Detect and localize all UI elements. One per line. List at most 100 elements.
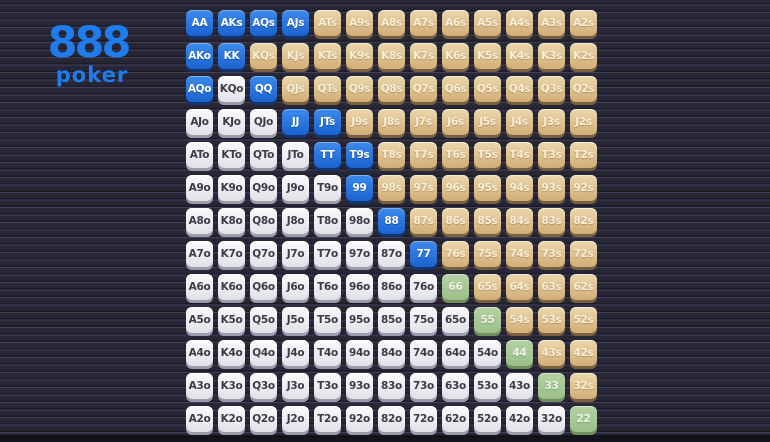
hand-cell-32o[interactable]: 32o [538, 406, 565, 432]
hand-cell-J6o[interactable]: J6o [282, 274, 309, 300]
hand-cell-J8o[interactable]: J8o [282, 208, 309, 234]
hand-cell-42o[interactable]: 42o [506, 406, 533, 432]
hand-cell-A5s[interactable]: A5s [474, 10, 501, 36]
hand-cell-K2o[interactable]: K2o [218, 406, 245, 432]
hand-cell-A7s[interactable]: A7s [410, 10, 437, 36]
hand-cell-K2s[interactable]: K2s [570, 43, 597, 69]
hand-cell-62s[interactable]: 62s [570, 274, 597, 300]
hand-cell-A6o[interactable]: A6o [186, 274, 213, 300]
hand-cell-K6s[interactable]: K6s [442, 43, 469, 69]
hand-cell-A3o[interactable]: A3o [186, 373, 213, 399]
hand-cell-Q6s[interactable]: Q6s [442, 76, 469, 102]
hand-cell-72o[interactable]: 72o [410, 406, 437, 432]
hand-cell-KTo[interactable]: KTo [218, 142, 245, 168]
hand-cell-T6s[interactable]: T6s [442, 142, 469, 168]
hand-cell-J4o[interactable]: J4o [282, 340, 309, 366]
hand-cell-97s[interactable]: 97s [410, 175, 437, 201]
hand-cell-JTs[interactable]: JTs [314, 109, 341, 135]
hand-cell-AA[interactable]: AA [186, 10, 213, 36]
hand-cell-65s[interactable]: 65s [474, 274, 501, 300]
hand-cell-QTo[interactable]: QTo [250, 142, 277, 168]
hand-cell-84s[interactable]: 84s [506, 208, 533, 234]
hand-cell-A6s[interactable]: A6s [442, 10, 469, 36]
hand-cell-A9s[interactable]: A9s [346, 10, 373, 36]
hand-cell-62o[interactable]: 62o [442, 406, 469, 432]
hand-cell-82s[interactable]: 82s [570, 208, 597, 234]
hand-cell-J3o[interactable]: J3o [282, 373, 309, 399]
hand-cell-T2s[interactable]: T2s [570, 142, 597, 168]
hand-cell-T9s[interactable]: T9s [346, 142, 373, 168]
hand-cell-A8s[interactable]: A8s [378, 10, 405, 36]
hand-cell-KQs[interactable]: KQs [250, 43, 277, 69]
hand-cell-T4o[interactable]: T4o [314, 340, 341, 366]
hand-cell-J7o[interactable]: J7o [282, 241, 309, 267]
hand-cell-T8s[interactable]: T8s [378, 142, 405, 168]
hand-cell-TT[interactable]: TT [314, 142, 341, 168]
hand-cell-AJo[interactable]: AJo [186, 109, 213, 135]
hand-cell-Q6o[interactable]: Q6o [250, 274, 277, 300]
hand-cell-53o[interactable]: 53o [474, 373, 501, 399]
hand-cell-99[interactable]: 99 [346, 175, 373, 201]
hand-cell-83o[interactable]: 83o [378, 373, 405, 399]
hand-cell-75s[interactable]: 75s [474, 241, 501, 267]
hand-cell-52s[interactable]: 52s [570, 307, 597, 333]
hand-cell-AKs[interactable]: AKs [218, 10, 245, 36]
hand-cell-A3s[interactable]: A3s [538, 10, 565, 36]
hand-cell-44[interactable]: 44 [506, 340, 533, 366]
hand-cell-AKo[interactable]: AKo [186, 43, 213, 69]
hand-cell-T5s[interactable]: T5s [474, 142, 501, 168]
hand-cell-86o[interactable]: 86o [378, 274, 405, 300]
hand-cell-AQs[interactable]: AQs [250, 10, 277, 36]
hand-cell-KTs[interactable]: KTs [314, 43, 341, 69]
hand-cell-A7o[interactable]: A7o [186, 241, 213, 267]
hand-cell-J5s[interactable]: J5s [474, 109, 501, 135]
hand-cell-95o[interactable]: 95o [346, 307, 373, 333]
hand-cell-K5s[interactable]: K5s [474, 43, 501, 69]
hand-cell-96s[interactable]: 96s [442, 175, 469, 201]
hand-cell-64s[interactable]: 64s [506, 274, 533, 300]
hand-cell-A5o[interactable]: A5o [186, 307, 213, 333]
hand-cell-63o[interactable]: 63o [442, 373, 469, 399]
hand-cell-94o[interactable]: 94o [346, 340, 373, 366]
hand-cell-87s[interactable]: 87s [410, 208, 437, 234]
hand-cell-Q2o[interactable]: Q2o [250, 406, 277, 432]
hand-cell-K4o[interactable]: K4o [218, 340, 245, 366]
hand-cell-Q7s[interactable]: Q7s [410, 76, 437, 102]
hand-cell-K3s[interactable]: K3s [538, 43, 565, 69]
hand-cell-Q2s[interactable]: Q2s [570, 76, 597, 102]
hand-cell-J7s[interactable]: J7s [410, 109, 437, 135]
hand-cell-65o[interactable]: 65o [442, 307, 469, 333]
hand-cell-52o[interactable]: 52o [474, 406, 501, 432]
hand-cell-KQo[interactable]: KQo [218, 76, 245, 102]
hand-cell-T9o[interactable]: T9o [314, 175, 341, 201]
hand-cell-43o[interactable]: 43o [506, 373, 533, 399]
hand-cell-AJs[interactable]: AJs [282, 10, 309, 36]
hand-cell-A4s[interactable]: A4s [506, 10, 533, 36]
hand-cell-J6s[interactable]: J6s [442, 109, 469, 135]
hand-cell-T4s[interactable]: T4s [506, 142, 533, 168]
hand-cell-73o[interactable]: 73o [410, 373, 437, 399]
hand-cell-K9o[interactable]: K9o [218, 175, 245, 201]
hand-cell-T7o[interactable]: T7o [314, 241, 341, 267]
hand-cell-82o[interactable]: 82o [378, 406, 405, 432]
hand-cell-J9o[interactable]: J9o [282, 175, 309, 201]
hand-cell-Q7o[interactable]: Q7o [250, 241, 277, 267]
hand-cell-66[interactable]: 66 [442, 274, 469, 300]
hand-cell-97o[interactable]: 97o [346, 241, 373, 267]
hand-cell-Q8s[interactable]: Q8s [378, 76, 405, 102]
hand-cell-A8o[interactable]: A8o [186, 208, 213, 234]
hand-cell-Q8o[interactable]: Q8o [250, 208, 277, 234]
hand-cell-KJo[interactable]: KJo [218, 109, 245, 135]
hand-cell-83s[interactable]: 83s [538, 208, 565, 234]
hand-cell-74s[interactable]: 74s [506, 241, 533, 267]
hand-cell-ATs[interactable]: ATs [314, 10, 341, 36]
hand-cell-88[interactable]: 88 [378, 208, 405, 234]
hand-cell-54o[interactable]: 54o [474, 340, 501, 366]
hand-cell-T6o[interactable]: T6o [314, 274, 341, 300]
hand-cell-K5o[interactable]: K5o [218, 307, 245, 333]
hand-cell-55[interactable]: 55 [474, 307, 501, 333]
hand-cell-43s[interactable]: 43s [538, 340, 565, 366]
hand-cell-ATo[interactable]: ATo [186, 142, 213, 168]
hand-cell-Q9o[interactable]: Q9o [250, 175, 277, 201]
hand-cell-J8s[interactable]: J8s [378, 109, 405, 135]
